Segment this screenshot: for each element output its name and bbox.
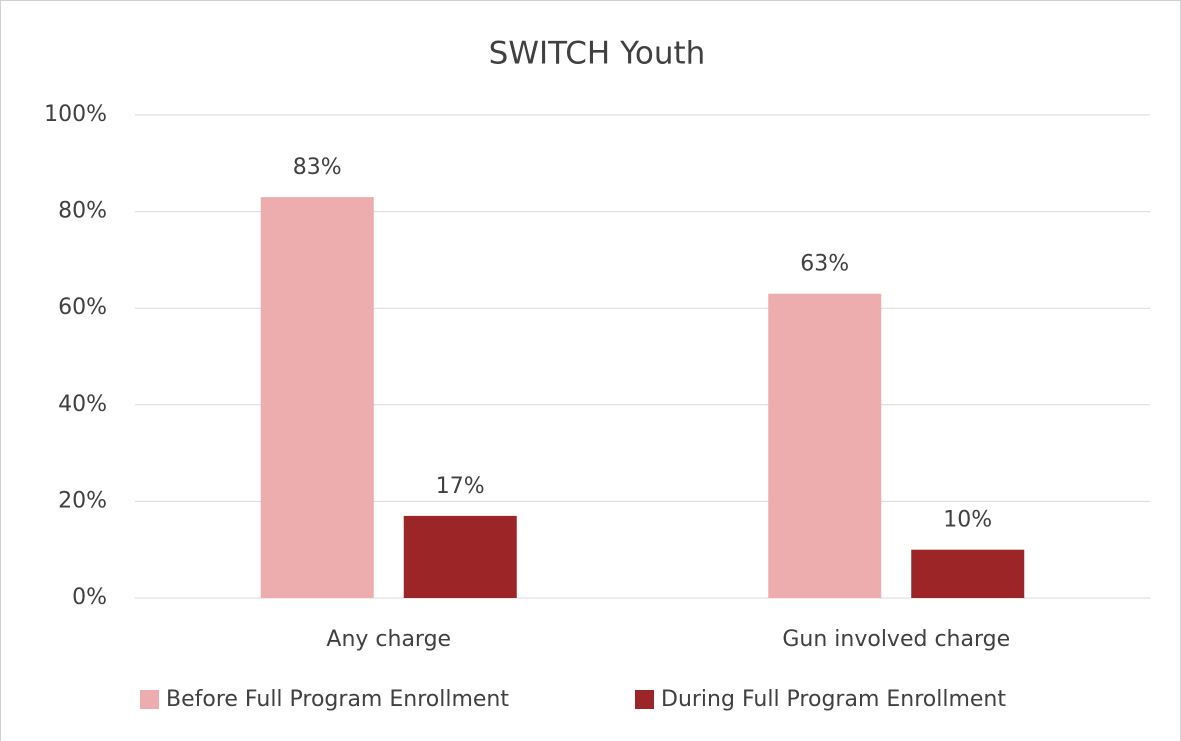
data-label: 83% <box>293 155 342 180</box>
data-label: 63% <box>800 252 849 277</box>
y-tick-label: 20% <box>58 488 107 513</box>
chart-title: SWITCH Youth <box>489 36 706 72</box>
y-tick-label: 60% <box>58 295 107 320</box>
y-tick-label: 0% <box>72 585 107 610</box>
x-tick-label: Any charge <box>326 627 451 652</box>
bar <box>403 515 517 598</box>
bar <box>260 197 374 599</box>
bar <box>911 549 1025 598</box>
bar <box>768 293 882 598</box>
legend-label: Before Full Program Enrollment <box>166 687 509 712</box>
y-tick-label: 100% <box>44 102 107 127</box>
data-label: 10% <box>943 508 992 533</box>
legend-swatch <box>140 690 159 709</box>
data-label: 17% <box>436 474 485 499</box>
legend-label: During Full Program Enrollment <box>661 687 1006 712</box>
legend-swatch <box>635 690 654 709</box>
x-tick-label: Gun involved charge <box>782 627 1010 652</box>
y-tick-label: 40% <box>58 392 107 417</box>
y-tick-label: 80% <box>58 199 107 224</box>
